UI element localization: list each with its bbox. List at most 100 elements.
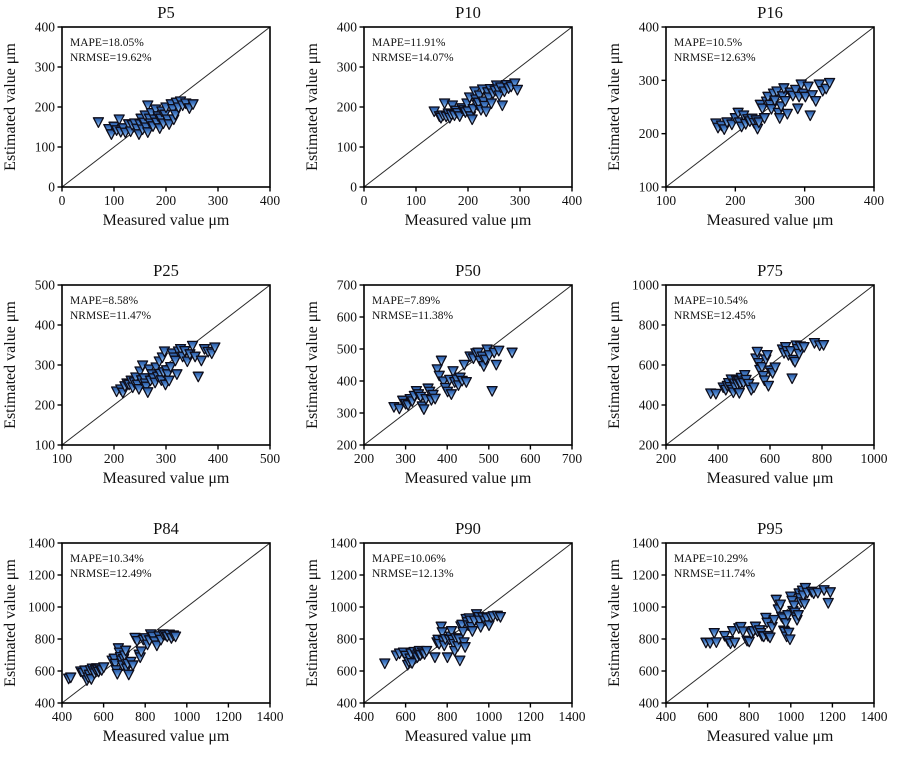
y-tick-label: 200 — [337, 100, 358, 115]
y-tick-label: 100 — [337, 140, 358, 155]
y-tick-label: 1200 — [28, 568, 55, 583]
data-point — [457, 626, 469, 638]
y-tick-label: 1000 — [632, 278, 659, 293]
data-point — [186, 340, 199, 352]
data-point — [792, 610, 804, 621]
mape-annotation-p10: MAPE=11.91% — [372, 37, 446, 49]
chart-title-p90: P90 — [455, 519, 481, 538]
y-tick-label: 800 — [639, 318, 660, 333]
data-point — [485, 98, 498, 110]
y-tick-label: 400 — [35, 20, 56, 35]
y-tick-label: 1400 — [632, 536, 659, 551]
x-tick-label: 1000 — [475, 709, 502, 724]
data-point — [133, 383, 145, 395]
scatter-plot-p90: P90 400 600 800 1000 1200 1400 400 600 800 1000 120… — [304, 519, 586, 745]
data-point — [768, 614, 780, 626]
data-point — [728, 637, 741, 649]
mape-annotation-p5: MAPE=18.05% — [70, 37, 144, 49]
panel-p84: P84 400 600 800 1000 1200 1400 400 600 800 1000 120… — [0, 516, 302, 774]
plot-frame-p95 — [665, 542, 875, 704]
y-tick-label: 400 — [337, 374, 358, 389]
data-point — [111, 668, 123, 680]
data-point — [445, 389, 458, 400]
y-tick-label: 400 — [639, 20, 660, 35]
x-tick-label: 600 — [760, 451, 781, 466]
x-tick-label: 300 — [395, 451, 416, 466]
y-tick-label: 400 — [337, 696, 358, 711]
nrmse-annotation-p16: NRMSE=12.63% — [674, 52, 756, 64]
data-point — [751, 346, 763, 358]
plot-frame-p90 — [363, 542, 573, 704]
x-tick-label: 300 — [510, 193, 531, 208]
y-tick-label: 600 — [639, 664, 660, 679]
data-point — [98, 662, 110, 673]
data-point — [127, 660, 139, 672]
y-tick-label: 0 — [350, 180, 357, 195]
chart-title-p25: P25 — [153, 261, 179, 280]
data-point — [490, 359, 502, 371]
data-point — [506, 347, 518, 359]
data-point — [733, 387, 745, 399]
data-point — [123, 669, 135, 681]
data-point — [441, 652, 454, 664]
data-point — [822, 597, 834, 609]
x-tick-label: 1200 — [819, 709, 846, 724]
mape-annotation-p90: MAPE=10.06% — [372, 553, 446, 565]
data-point — [509, 78, 521, 90]
data-point — [406, 658, 418, 669]
x-tick-label: 1400 — [257, 709, 284, 724]
identity-line-p75 — [665, 284, 875, 446]
data-point — [140, 381, 152, 393]
data-point — [782, 610, 794, 621]
data-point — [171, 369, 183, 380]
y-axis-label-p10: Estimated value μm — [304, 43, 321, 171]
mape-annotation-p16: MAPE=10.5% — [674, 37, 743, 49]
y-tick-label: 300 — [639, 73, 660, 88]
data-point — [454, 111, 466, 122]
data-point — [710, 637, 722, 649]
data-point — [209, 342, 221, 354]
x-axis-label-p95: Measured value μm — [707, 728, 834, 745]
data-point — [798, 341, 810, 353]
x-tick-label: 1000 — [173, 709, 200, 724]
data-point — [783, 627, 795, 639]
data-point — [187, 99, 199, 110]
data-point — [779, 95, 791, 107]
data-point — [195, 355, 208, 367]
data-point — [769, 95, 781, 107]
data-point — [418, 404, 430, 415]
x-tick-label: 400 — [52, 709, 73, 724]
data-point — [163, 375, 175, 387]
chart-title-p5: P5 — [157, 3, 174, 22]
identity-line-p25 — [61, 284, 271, 446]
data-point — [466, 114, 478, 126]
data-point — [119, 645, 132, 657]
chart-title-p84: P84 — [153, 519, 179, 538]
x-tick-label: 200 — [156, 193, 177, 208]
x-tick-label: 600 — [520, 451, 541, 466]
x-axis-label-p5: Measured value μm — [103, 212, 230, 229]
identity-line-p84 — [61, 542, 271, 704]
y-tick-label: 600 — [337, 310, 358, 325]
panel-p75: P75 200 400 600 800 1000 200 400 600 800 1000 Measu… — [604, 258, 906, 516]
y-tick-label: 1000 — [330, 600, 357, 615]
y-axis-label-p25: Estimated value μm — [2, 301, 19, 429]
data-point — [766, 621, 778, 633]
y-tick-label: 800 — [337, 632, 358, 647]
nrmse-annotation-p25: NRMSE=11.47% — [70, 310, 152, 322]
data-point — [784, 634, 796, 646]
panel-p95: P95 400 600 800 1000 1200 1400 400 600 800 1000 120… — [604, 516, 906, 774]
data-point — [823, 77, 836, 89]
scatter-plot-p5: P5 0 100 200 300 400 0 100 200 300 400 Measured val… — [2, 3, 280, 229]
y-tick-label: 600 — [35, 664, 56, 679]
x-axis-label-p25: Measured value μm — [103, 470, 230, 487]
x-tick-label: 400 — [354, 709, 375, 724]
y-tick-label: 0 — [48, 180, 55, 195]
y-tick-label: 600 — [639, 358, 660, 373]
data-point — [478, 360, 490, 372]
y-axis-label-p84: Estimated value μm — [2, 559, 19, 687]
mape-annotation-p50: MAPE=7.89% — [372, 295, 441, 307]
y-axis-label-p5: Estimated value μm — [2, 43, 19, 171]
data-point — [65, 672, 77, 684]
data-point — [483, 620, 495, 632]
